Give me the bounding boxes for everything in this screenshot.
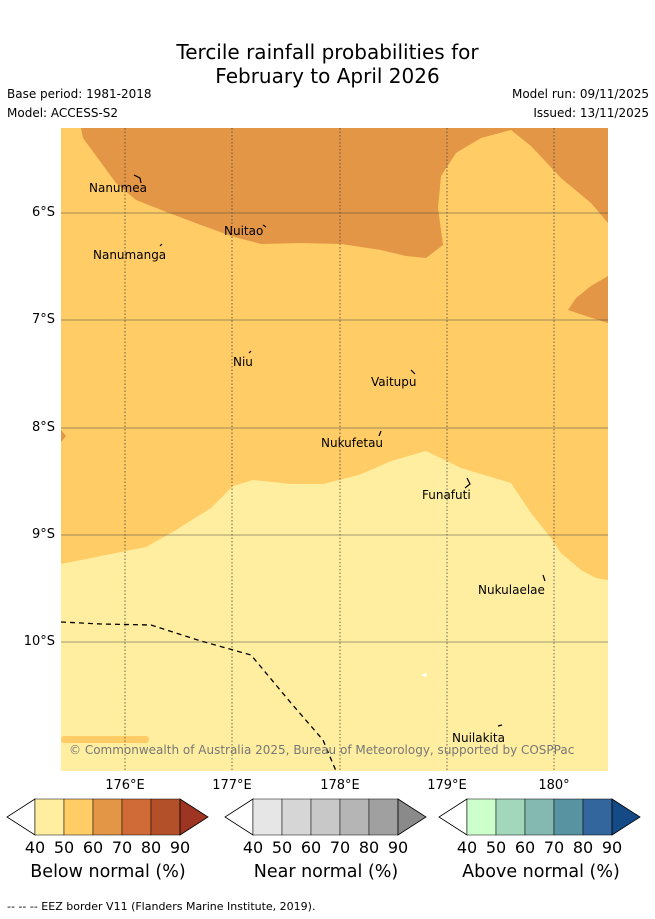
colorbar-near-normal	[224, 798, 427, 836]
colorbar-segment	[339, 798, 370, 836]
colorbar-tick-label: 70	[329, 838, 351, 857]
colorbar-segment	[524, 798, 555, 836]
colorbar-segment	[368, 798, 399, 836]
colorbar-below-normal	[6, 798, 209, 836]
colorbar-title-above: Above normal (%)	[462, 862, 620, 882]
band-60-70-west	[61, 430, 66, 442]
colorbar-tick-label: 60	[300, 838, 322, 857]
island-label-nanumea: Nanumea	[89, 181, 147, 195]
white-spot	[421, 673, 427, 677]
lat-label-10s: 10°S	[23, 634, 55, 649]
colorbar-segment	[92, 798, 123, 836]
island-markers	[133, 174, 546, 727]
model-name: Model: ACCESS-S2	[7, 106, 119, 120]
colorbar-tick-label: 60	[514, 838, 536, 857]
colorbar-tick-label: 90	[387, 838, 409, 857]
colorbar-tick-label: 70	[543, 838, 565, 857]
colorbar-tick-label: 60	[82, 838, 104, 857]
colorbar-tick-label: 80	[140, 838, 162, 857]
island-label-nuilakita: Nuilakita	[452, 731, 505, 745]
lat-label-9s: 9°S	[31, 527, 55, 542]
colorbar-tick-label: 80	[358, 838, 380, 857]
colorbar-tick-label: 40	[456, 838, 478, 857]
colorbar-above-normal	[438, 798, 641, 836]
band-60-70-north	[81, 128, 608, 258]
eez-legend-note: -- -- -- EEZ border V11 (Flanders Marine…	[7, 900, 316, 913]
lon-label-180: 180°	[538, 778, 570, 793]
lat-label-7s: 7°S	[31, 312, 55, 327]
issued-date: Issued: 13/11/2025	[533, 106, 649, 120]
colorbar-extend-low	[6, 798, 36, 836]
island-label-nanumanga: Nanumanga	[93, 248, 167, 262]
colorbar-extend-low	[438, 798, 468, 836]
model-run: Model run: 09/11/2025	[511, 87, 649, 101]
colorbar-tick-label: 80	[572, 838, 594, 857]
island-label-vaitupu: Vaitupu	[371, 375, 417, 389]
band-50-60-strip	[61, 736, 149, 743]
colorbar-segment	[252, 798, 283, 836]
band-40-50	[61, 451, 608, 771]
colorbar-segment	[495, 798, 526, 836]
colorbar-tick-label: 90	[169, 838, 191, 857]
colorbar-title-near: Near normal (%)	[253, 862, 399, 882]
colorbar-tick-label: 40	[242, 838, 264, 857]
lon-label-176e: 176°E	[105, 778, 145, 793]
eez-border	[61, 621, 337, 771]
colorbar-extend-high	[397, 798, 427, 836]
colorbar-title-below: Below normal (%)	[30, 862, 186, 882]
rainfall-map	[61, 128, 608, 771]
colorbar-segment	[466, 798, 497, 836]
lon-gridlines	[124, 128, 555, 771]
colorbar-extend-high	[179, 798, 209, 836]
colorbar-tick-label: 90	[601, 838, 623, 857]
island-label-nuitao: Nuitao	[224, 224, 264, 238]
band-60-70-east	[568, 276, 608, 323]
lon-label-177e: 177°E	[212, 778, 252, 793]
lat-label-6s: 6°S	[31, 205, 55, 220]
island-label-nukufetau: Nukufetau	[321, 436, 384, 450]
lon-label-178e: 178°E	[320, 778, 360, 793]
colorbar-segment	[121, 798, 152, 836]
island-label-niu: Niu	[233, 355, 253, 369]
title-line-1: Tercile rainfall probabilities for	[176, 40, 479, 64]
colorbar-segment	[281, 798, 312, 836]
colorbar-tick-label: 50	[271, 838, 293, 857]
colorbar-tick-label: 50	[53, 838, 75, 857]
colorbar-segment	[34, 798, 65, 836]
colorbar-segment	[310, 798, 341, 836]
lon-label-179e: 179°E	[427, 778, 467, 793]
base-period: Base period: 1981-2018	[7, 87, 152, 101]
colorbar-tick-label: 50	[485, 838, 507, 857]
colorbar-segment	[63, 798, 94, 836]
colorbar-segment	[553, 798, 584, 836]
colorbar-extend-low	[224, 798, 254, 836]
island-label-funafuti: Funafuti	[422, 488, 471, 502]
colorbar-tick-label: 70	[111, 838, 133, 857]
lat-gridlines	[61, 212, 608, 643]
colorbar-extend-high	[611, 798, 641, 836]
colorbar-segment	[582, 798, 613, 836]
colorbar-tick-label: 40	[24, 838, 46, 857]
lat-label-8s: 8°S	[31, 420, 55, 435]
copyright-notice: © Commonwealth of Australia 2025, Bureau…	[69, 743, 575, 757]
island-label-nukulaelae: Nukulaelae	[478, 583, 545, 597]
map-title: Tercile rainfall probabilities for Febru…	[0, 40, 655, 88]
colorbar-segment	[150, 798, 181, 836]
title-line-2: February to April 2026	[215, 64, 440, 88]
